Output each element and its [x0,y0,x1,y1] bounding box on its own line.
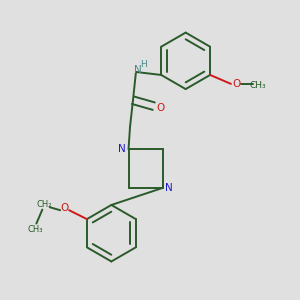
Text: O: O [232,79,240,89]
Text: CH₃: CH₃ [27,225,43,234]
Text: N: N [165,183,173,193]
Text: N: N [118,144,126,154]
Text: N: N [134,64,142,75]
Text: O: O [60,203,68,213]
Text: H: H [140,60,147,69]
Text: O: O [156,103,164,112]
Text: CH₃: CH₃ [250,81,267,90]
Text: CH₂: CH₂ [37,200,52,209]
